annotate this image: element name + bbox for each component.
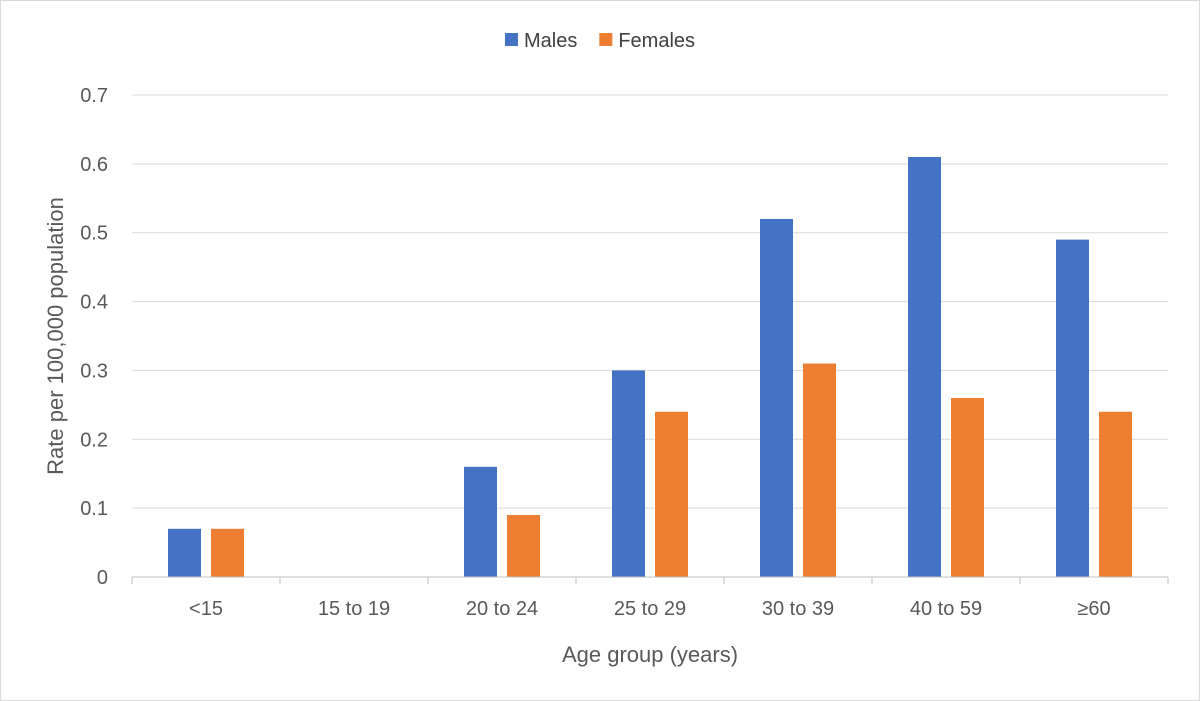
y-tick-label: 0.6 [80,154,108,176]
bar-males-3 [612,370,645,577]
legend-item-females: Females [599,30,695,52]
x-tick-labels: <15 15 to 19 20 to 24 25 to 29 30 to 39 40 to… [189,598,1111,620]
legend-swatch [599,33,613,46]
bar-females-0 [211,528,244,577]
legend-item-males: Males [504,30,577,52]
x-tick-label: 20 to 24 [466,598,538,620]
bar-males-6 [1056,239,1089,577]
x-tick-label: 30 to 39 [762,598,834,620]
bar-females-3 [655,411,688,577]
x-tick-label: 15 to 19 [318,598,390,620]
y-tick-label: 0.1 [80,498,108,520]
legend: Males Females [504,30,695,52]
y-tick-labels: 0 0.1 0.2 0.3 0.4 0.5 0.6 0.7 [80,85,108,589]
y-tick-label: 0.2 [80,429,108,451]
x-tick-marks [131,577,1169,584]
y-axis-title: Rate per 100,000 population [43,197,68,475]
y-tick-label: 0 [97,567,108,589]
bar-females-5 [951,397,984,577]
bar-males-4 [760,218,793,577]
legend-swatch [504,33,518,46]
bar-females-2 [507,515,540,577]
x-tick-label: 25 to 29 [614,598,686,620]
bar-males-2 [464,466,497,577]
bar-males-0 [168,528,201,577]
bars [168,156,1132,577]
bar-females-6 [1099,411,1132,577]
y-tick-label: 0.3 [80,360,108,382]
y-tick-label: 0.5 [80,223,108,245]
x-tick-label: 40 to 59 [910,598,982,620]
y-tick-label: 0.7 [80,85,108,107]
legend-label: Females [618,30,695,52]
legend-label: Males [524,30,577,52]
x-tick-label: <15 [189,598,223,620]
y-tick-label: 0.4 [80,292,108,314]
x-axis-title: Age group (years) [562,642,738,667]
bar-females-4 [803,363,836,577]
x-tick-label: ≥60 [1077,598,1110,620]
gridlines [132,94,1168,509]
bar-males-5 [908,156,941,577]
